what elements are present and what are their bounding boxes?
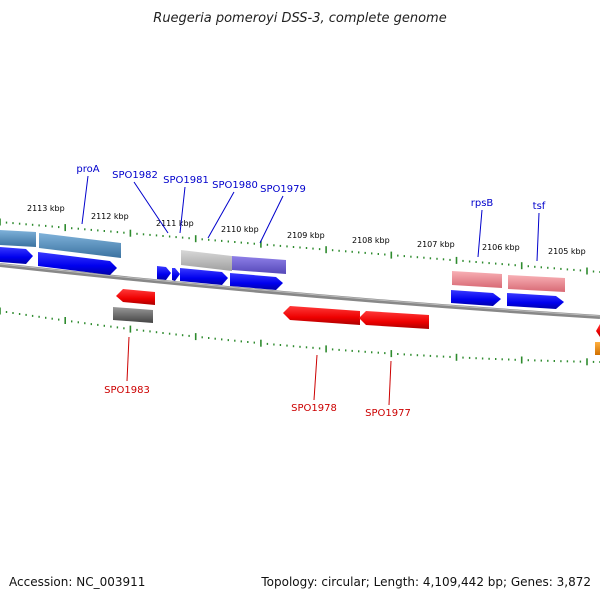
leader-line-SPO1982 [133,181,169,234]
feature-gray-1 [181,250,232,271]
leader-line-SPO1981 [179,186,186,234]
gene-label-proA[interactable]: proA [76,164,99,175]
gene-arrow-forward[interactable] [38,252,117,275]
leader-line-SPO1978 [313,354,318,401]
leader-line-SPO1979 [259,195,284,244]
map-title: Ruegeria pomeroyi DSS-3, complete genome [153,11,446,26]
forward-label-leaders [81,175,540,262]
gene-arrow-reverse[interactable] [359,311,429,329]
leader-line-rpsB [477,209,483,258]
leader-line-SPO1983 [126,336,130,382]
feature-steelblue-1 [0,230,36,247]
feature-darkgray-1 [113,307,153,323]
gene-arrow-reverse[interactable] [596,324,600,337]
kbp-label-2106: 2106 kbp [482,243,520,252]
leader-line-proA [81,175,89,225]
gene-arrow-reverse[interactable] [116,289,155,305]
gene-label-tsf[interactable]: tsf [533,201,546,212]
kbp-label-2111: 2111 kbp [156,219,194,228]
genome-backbone-highlight [0,263,600,317]
gene-arrow-forward[interactable] [230,273,283,290]
gene-arrow-reverse[interactable] [283,306,360,325]
leader-line-SPO1980 [207,191,235,239]
gene-arrow-forward[interactable] [451,290,501,306]
feature-pink-1 [452,271,502,288]
feature-steelblue-2 [39,233,121,258]
kbp-label-2108: 2108 kbp [352,236,390,245]
upper-ruler [0,218,600,275]
gene-label-SPO1979[interactable]: SPO1979 [260,184,306,195]
feature-orange-1 [595,342,600,355]
gene-label-SPO1980[interactable]: SPO1980 [212,180,258,191]
accession-text: Accession: NC_003911 [9,575,146,589]
gene-label-SPO1981[interactable]: SPO1981 [163,175,209,186]
leader-line-tsf [536,212,540,262]
feature-pink-2 [508,275,565,292]
gene-arrow-forward[interactable] [0,247,33,264]
genome-backbone [0,263,600,319]
kbp-label-2105: 2105 kbp [548,247,586,256]
gene-label-SPO1982[interactable]: SPO1982 [112,170,158,181]
gene-arrow-forward[interactable] [172,268,180,281]
reverse-label-leaders [126,336,392,406]
kbp-label-2109: 2109 kbp [287,231,325,240]
gene-label-SPO1983[interactable]: SPO1983 [104,385,150,396]
gene-label-SPO1978[interactable]: SPO1978 [291,403,337,414]
gene-arrow-forward[interactable] [157,266,171,280]
kbp-label-2107: 2107 kbp [417,240,455,249]
leader-line-SPO1977 [388,360,392,406]
gene-label-SPO1977[interactable]: SPO1977 [365,408,411,419]
gene-arrow-forward[interactable] [507,293,564,309]
feature-slateblue-1 [232,256,286,274]
kbp-label-2113: 2113 kbp [27,204,65,213]
lower-ruler [0,307,600,366]
topology-text: Topology: circular; Length: 4,109,442 bp… [261,575,591,589]
gene-arrow-forward[interactable] [180,268,228,285]
kbp-label-2110: 2110 kbp [221,225,259,234]
kbp-label-2112: 2112 kbp [91,212,129,221]
gene-label-rpsB[interactable]: rpsB [471,198,494,209]
